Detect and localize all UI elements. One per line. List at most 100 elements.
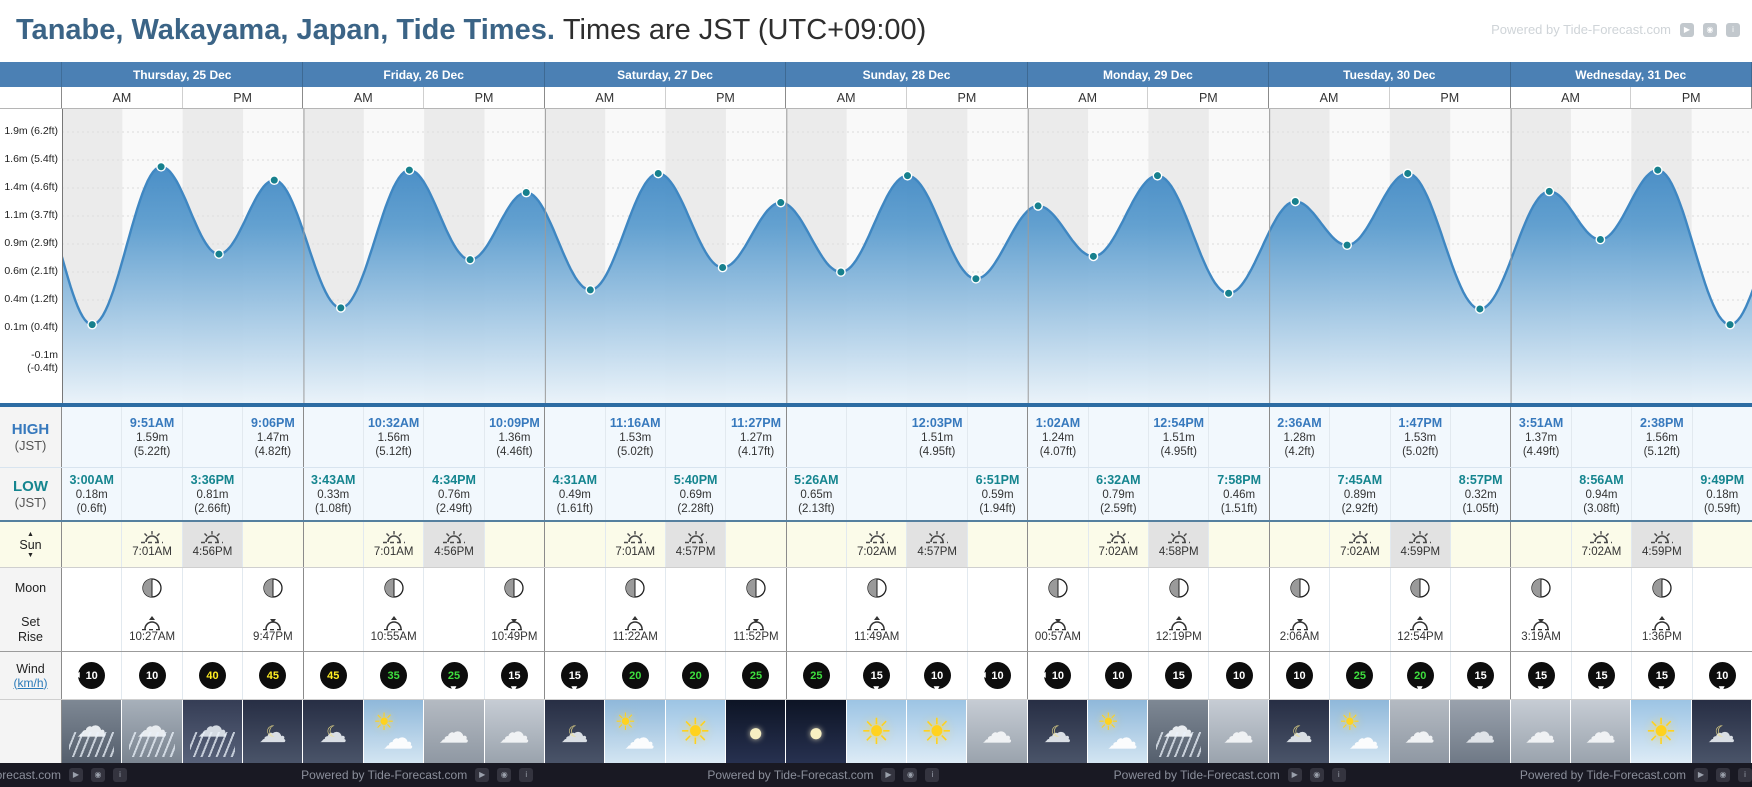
social-info-icon[interactable]: i [1737,768,1752,782]
ampm-row: AM PM AM PM AM PM AM PM AM PM AM PM AM PM [0,87,1752,109]
sunrise-cell: 7:02AM [1330,522,1391,567]
social-video-icon[interactable]: ▶ [475,768,490,782]
wind-row-label: Wind (km/h) [0,652,62,699]
wind-cell: 10 ▼ [62,652,123,699]
y-axis-tick: 0.4m (1.2ft) [4,293,58,305]
social-info-icon[interactable]: i [112,768,127,782]
wind-speed-value: 10 [991,669,1004,682]
moon-setrise-cell [1209,608,1270,651]
high-tide-cell [1330,407,1391,467]
social-photo-icon[interactable]: ◉ [497,768,512,782]
moon-phase-cell [182,568,244,608]
social-photo-icon[interactable]: ◉ [1703,22,1717,37]
social-info-icon[interactable]: i [1331,768,1346,782]
high-tide-cell [967,407,1029,467]
footer-powered-by: Powered by Tide-Forecast.com ▶ ◉ i [0,768,127,782]
weather-sun-cloud-icon: ☀ ☁ [605,700,666,763]
moon-setrise-cell [786,608,848,651]
wind-speed-badge: 20 ▼ [1406,662,1434,695]
wind-direction-arrow: ▼ [569,684,580,695]
page-title: Tanabe, Wakayama, Japan, Tide Times. Time… [16,14,926,47]
sunrise-time: 7:02AM [1581,546,1622,558]
social-photo-icon[interactable]: ◉ [903,768,918,782]
cloud-glyph: ☁ [382,720,414,756]
moon-setrise-cell [1571,608,1633,651]
sun-cell [62,522,123,567]
social-info-icon[interactable]: i [1726,22,1740,37]
wind-speed-value: 15 [1655,669,1668,682]
sun-row: ▲ Sun ▼ 7:01AM 4:56PM 7:01AM 4:56PM 7:01AM 4:… [0,522,1752,568]
sunset-time: 4:59PM [1400,546,1441,558]
social-video-icon[interactable]: ▶ [881,768,896,782]
tide-event-height-ft: (4.49ft) [1522,445,1560,458]
social-video-icon[interactable]: ▶ [1287,768,1302,782]
cloud-glyph: ☁ [438,714,470,749]
wind-cell: 15 ▼ [485,652,546,699]
low-tide-cell: 8:57PM 0.32m (1.05ft) [1450,468,1512,520]
wind-unit-link[interactable]: (km/h) [13,675,48,690]
social-video-icon[interactable]: ▶ [68,768,83,782]
high-tide-cell [1209,407,1270,467]
high-tide-cell: 2:38PM 1.56m (5.12ft) [1632,407,1693,467]
chevron-down-icon[interactable]: ▼ [27,551,34,559]
day-header-5: Monday, 29 Dec [1028,62,1270,87]
social-video-icon[interactable]: ▶ [1693,768,1708,782]
y-axis-tick: 1.1m (3.7ft) [4,209,58,221]
wind-speed-value: 15 [1172,669,1185,682]
chevron-up-icon[interactable]: ▲ [27,530,34,538]
social-info-icon[interactable]: i [519,768,534,782]
sunset-cell: 4:56PM [424,522,485,567]
social-photo-icon[interactable]: ◉ [1309,768,1324,782]
ampm-am-label: AM [545,87,666,108]
moon-setrise-cell: 11:22AM [605,608,666,651]
wind-cell: 10 ▼ [907,652,968,699]
sunset-cell: 4:58PM [1149,522,1210,567]
low-tide-cell [1149,468,1210,520]
wind-direction-arrow: ▼ [1364,680,1380,696]
wind-cell: 25 ▼ [787,652,848,699]
moon-phase-icon [1410,578,1430,598]
sunrise-time: 7:01AM [132,546,172,558]
high-row-label: HIGH (JST) [0,407,62,467]
moon-phase-cell [484,568,546,608]
tide-event-height-m: 1.51m [921,431,954,444]
moon-phase-cell [1149,568,1210,608]
weather-cloud-icon: ☁ [1570,700,1632,763]
weather-rain-dark-icon: ☁ [1148,700,1209,763]
tide-event-time: 2:36AM [1277,415,1322,430]
social-video-icon[interactable]: ▶ [1680,22,1694,37]
tide-event-time: 11:27PM [730,415,781,430]
tide-low-point [87,319,98,330]
social-info-icon[interactable]: i [925,768,940,782]
sunrise-cell: 7:02AM [1571,522,1633,567]
wind-speed-badge: 10 ▼ [1286,662,1319,695]
tide-high-point [1290,196,1301,207]
wind-speed-badge: 15 ▼ [1467,662,1495,695]
sun-label: Sun [19,537,42,552]
wind-cell: 45 ▼ [243,652,304,699]
sun-cell [1450,522,1512,567]
wind-direction-arrow: ▼ [760,680,776,696]
y-axis-tick: 1.9m (6.2ft) [4,125,58,137]
wind-cell: 35 ▼ [364,652,425,699]
y-axis-tick: 2.1m (7.1ft) [0,109,58,110]
high-tide-cell: 12:54PM 1.51m (4.95ft) [1149,407,1210,467]
tide-event-height-m: 1.53m [619,431,652,444]
ampm-am-label: AM [1511,87,1632,108]
sun-row-label[interactable]: ▲ Sun ▼ [0,522,62,567]
tide-low-point [335,302,346,313]
low-tide-cell: 7:45AM 0.89m (2.92ft) [1330,468,1391,520]
tide-event-height-ft: (5.02ft) [1402,445,1439,458]
moon-phase-icon [383,578,404,598]
wind-cell: 15 ▼ [1632,652,1693,699]
wind-direction-arrow: ▼ [71,670,83,680]
social-photo-icon[interactable]: ◉ [90,768,105,782]
social-photo-icon[interactable]: ◉ [1715,768,1730,782]
weather-sun-cloud-icon: ☀ ☁ [1088,700,1149,763]
cloud-glyph: ☁ [258,716,287,748]
tide-event-height-ft: (5.12ft) [375,445,412,458]
moon-setrise-cell: 10:55AM [363,608,425,651]
moon-glyph: ☾ [1714,723,1729,740]
tide-event-time: 2:38PM [1639,415,1684,430]
